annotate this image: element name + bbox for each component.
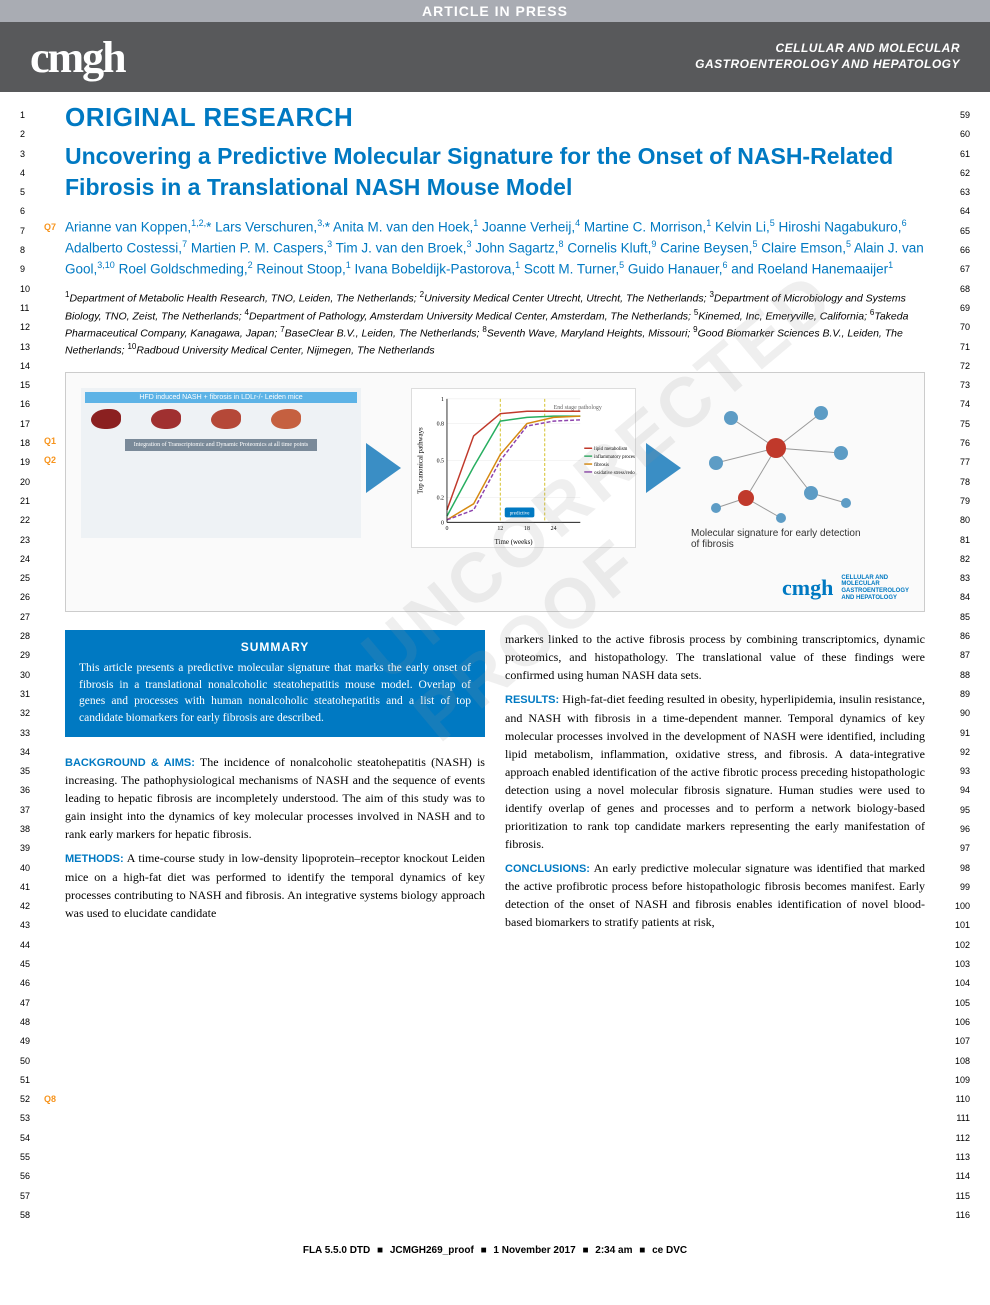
- abstract-columns: SUMMARY This article presents a predicti…: [65, 630, 925, 937]
- methods-section: METHODS: A time-course study in low-dens…: [65, 849, 485, 922]
- query-q1: Q1: [44, 436, 56, 446]
- ga-panel1-title: HFD induced NASH + fibrosis in LDLr-/- L…: [85, 392, 357, 403]
- svg-text:0.8: 0.8: [437, 422, 444, 428]
- journal-header: cmgh CELLULAR AND MOLECULAR GASTROENTERO…: [0, 22, 990, 92]
- methods-cont-text: markers linked to the active fibrosis pr…: [505, 632, 925, 682]
- journal-line1: CELLULAR AND MOLECULAR: [695, 41, 960, 57]
- query-q8: Q8: [44, 1094, 56, 1104]
- line-numbers-right: 5960616263646566676869707172737475767778…: [940, 92, 970, 1225]
- ga-network-label: Molecular signature for early detection …: [691, 528, 861, 550]
- footer: FLA 5.5.0 DTD ■ JCMGH269_proof ■ 1 Novem…: [0, 1225, 990, 1266]
- svg-text:inflammatory processes: inflammatory processes: [594, 455, 635, 460]
- summary-text: This article presents a predictive molec…: [79, 660, 471, 727]
- ga-logo: cmgh CELLULAR ANDMOLECULARGASTROENTEROLO…: [782, 575, 909, 601]
- svg-text:predictive: predictive: [510, 512, 530, 517]
- arrow-right-icon: [646, 443, 681, 493]
- ga-network: [691, 393, 861, 523]
- liver-icon: [151, 409, 181, 429]
- column-right: markers linked to the active fibrosis pr…: [505, 630, 925, 937]
- ga-integration-box: Integration of Transcriptomic and Dynami…: [125, 439, 317, 451]
- svg-text:1: 1: [441, 397, 444, 403]
- methods-label: METHODS:: [65, 853, 124, 865]
- main-column: Q7 Q1 Q2 Q8 ORIGINAL RESEARCH Uncovering…: [50, 92, 940, 1225]
- logo-cmgh: cmgh: [30, 32, 125, 83]
- svg-text:24: 24: [551, 526, 557, 532]
- svg-text:12: 12: [497, 526, 503, 532]
- article-in-press-banner: ARTICLE IN PRESS: [0, 0, 990, 22]
- svg-text:End stage pathology: End stage pathology: [554, 405, 602, 411]
- methods-cont: markers linked to the active fibrosis pr…: [505, 630, 925, 684]
- conclusions-label: CONCLUSIONS:: [505, 863, 590, 875]
- svg-text:0.5: 0.5: [437, 459, 444, 465]
- svg-text:fibrosis: fibrosis: [594, 463, 609, 468]
- query-q7: Q7: [44, 222, 56, 232]
- svg-text:Top canonical pathways: Top canonical pathways: [417, 427, 424, 494]
- liver-icon: [91, 409, 121, 429]
- column-left: SUMMARY This article presents a predicti…: [65, 630, 485, 937]
- svg-text:Time (weeks): Time (weeks): [495, 539, 533, 546]
- ga-logo-cmgh: cmgh: [782, 575, 833, 601]
- article-title: Uncovering a Predictive Molecular Signat…: [65, 141, 925, 203]
- background-label: BACKGROUND & AIMS:: [65, 757, 195, 769]
- query-q2: Q2: [44, 455, 56, 465]
- results-label: RESULTS:: [505, 694, 559, 706]
- svg-text:0.2: 0.2: [437, 496, 444, 502]
- section-label: ORIGINAL RESEARCH: [65, 102, 925, 133]
- affiliations: 1Department of Metabolic Health Research…: [65, 289, 925, 358]
- summary-box: SUMMARY This article presents a predicti…: [65, 630, 485, 737]
- background-section: BACKGROUND & AIMS: The incidence of nona…: [65, 753, 485, 844]
- svg-text:18: 18: [524, 526, 530, 532]
- ga-logo-subtitle: CELLULAR ANDMOLECULARGASTROENTEROLOGYAND…: [841, 575, 909, 601]
- summary-title: SUMMARY: [79, 640, 471, 654]
- svg-text:0: 0: [445, 526, 448, 532]
- ga-liver-row: [85, 403, 357, 435]
- conclusions-section: CONCLUSIONS: An early predictive molecul…: [505, 859, 925, 932]
- ga-chart: 0 0.2 0.5 0.8 1 0 12 18 24 Time (weeks) Top canoni…: [411, 388, 636, 548]
- liver-icon: [271, 409, 301, 429]
- graphical-abstract: HFD induced NASH + fibrosis in LDLr-/- L…: [65, 372, 925, 612]
- methods-text: A time-course study in low-density lipop…: [65, 851, 485, 920]
- authors-list: Arianne van Koppen,1,2,* Lars Verschuren…: [65, 217, 925, 279]
- journal-name: CELLULAR AND MOLECULAR GASTROENTEROLOGY …: [695, 41, 960, 72]
- arrow-right-icon: [366, 443, 401, 493]
- results-section: RESULTS: High-fat-diet feeding resulted …: [505, 690, 925, 853]
- svg-text:oxidative stress/redox: oxidative stress/redox: [594, 471, 635, 476]
- svg-text:lipid metabolism: lipid metabolism: [594, 447, 627, 452]
- results-text: High-fat-diet feeding resulted in obesit…: [505, 692, 925, 851]
- content-wrap: 1234567891011121314151617181920212223242…: [0, 92, 990, 1225]
- line-numbers-left: 1234567891011121314151617181920212223242…: [20, 92, 50, 1225]
- svg-text:0: 0: [441, 520, 444, 526]
- ga-panel-workflow: HFD induced NASH + fibrosis in LDLr-/- L…: [81, 388, 361, 538]
- journal-line2: GASTROENTEROLOGY AND HEPATOLOGY: [695, 57, 960, 73]
- liver-icon: [211, 409, 241, 429]
